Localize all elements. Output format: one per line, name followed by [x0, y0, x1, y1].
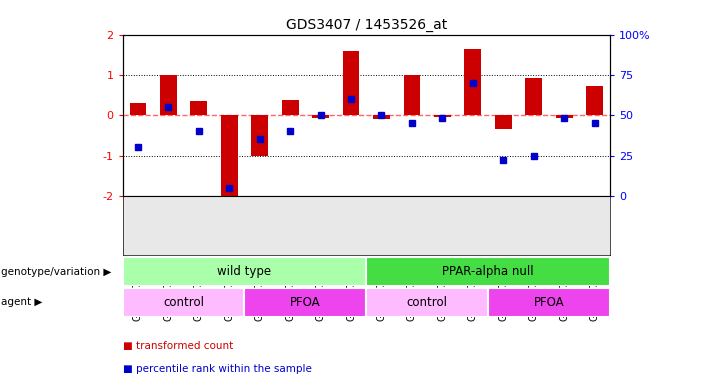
Text: wild type: wild type [217, 265, 271, 278]
Text: control: control [407, 296, 448, 309]
Bar [245, 288, 367, 317]
Bar [404, 75, 421, 115]
Bar [465, 49, 481, 115]
Bar [525, 78, 542, 115]
Text: agent ▶: agent ▶ [1, 297, 42, 308]
Text: ■ percentile rank within the sample: ■ percentile rank within the sample [123, 364, 311, 374]
Bar [373, 115, 390, 119]
Text: PPAR-alpha null: PPAR-alpha null [442, 265, 534, 278]
Bar [488, 288, 610, 317]
Text: control: control [163, 296, 204, 309]
Bar [191, 101, 207, 115]
Bar [312, 115, 329, 118]
Bar [160, 75, 177, 115]
Bar [434, 115, 451, 117]
Text: PFOA: PFOA [290, 296, 320, 309]
Bar [221, 115, 238, 198]
Text: ■ transformed count: ■ transformed count [123, 341, 233, 351]
Bar [556, 115, 573, 118]
Bar [495, 115, 512, 129]
Bar [367, 288, 488, 317]
Bar [130, 103, 147, 115]
Bar [586, 86, 603, 115]
Title: GDS3407 / 1453526_at: GDS3407 / 1453526_at [285, 18, 447, 32]
Bar [282, 100, 299, 115]
Bar [343, 51, 360, 115]
Bar [123, 288, 245, 317]
Text: genotype/variation ▶: genotype/variation ▶ [1, 266, 111, 277]
Bar [123, 257, 367, 286]
Bar [367, 257, 610, 286]
Bar [252, 115, 268, 156]
Text: PFOA: PFOA [533, 296, 564, 309]
